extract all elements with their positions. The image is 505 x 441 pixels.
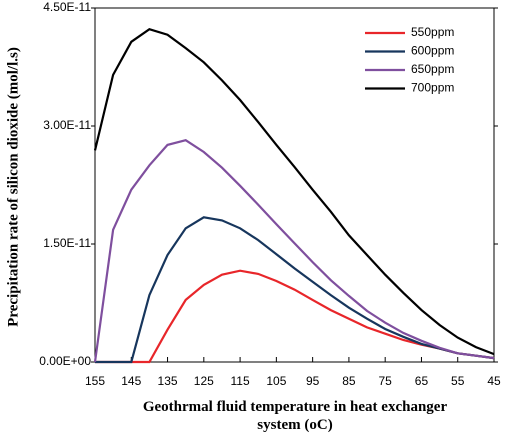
y-axis-title: Precipitation rate of silicon dioxide (m… [5,47,21,327]
x-tick-label: 145 [121,374,141,388]
y-tick-label: 1.50E-11 [43,236,91,250]
y-tick-label: 3.00E-11 [43,118,91,132]
plot-frame [94,7,495,363]
legend-label: 650ppm [411,62,454,76]
x-tick-label: 85 [342,374,356,388]
x-tick-label: 115 [231,374,250,388]
x-tick-label: 105 [266,374,286,388]
x-tick-label: 155 [85,374,105,388]
y-tick-label: 0.00E+00 [39,354,91,368]
x-tick-label: 135 [158,374,178,388]
x-tick-label: 125 [194,374,214,388]
legend-label: 700ppm [411,81,454,95]
x-tick-label: 75 [379,374,393,388]
data-line [93,139,495,363]
x-tick-label: 45 [487,374,501,388]
x-tick-label: 65 [415,374,429,388]
legend-label: 600ppm [411,44,454,58]
x-tick-label: 55 [451,374,465,388]
x-tick-label: 95 [306,374,320,388]
y-tick-label: 4.50E-11 [43,0,91,14]
data-line [93,27,495,356]
x-axis-title: Geothrmal fluid temperature in heat exch… [142,399,448,433]
legend-label: 550ppm [411,25,454,39]
data-line [95,216,495,364]
